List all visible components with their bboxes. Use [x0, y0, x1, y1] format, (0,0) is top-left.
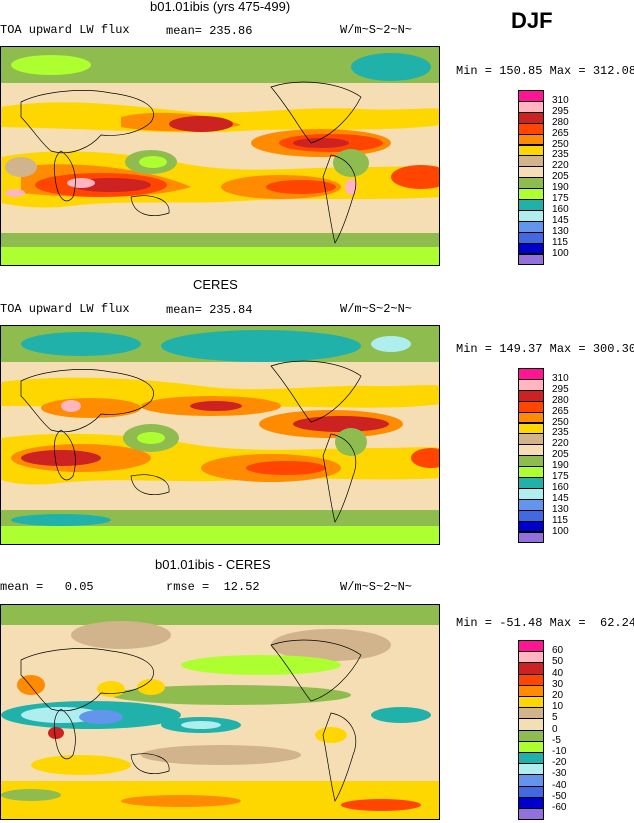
colorbar3-tick-label: -40: [552, 779, 567, 791]
colorbar1-swatch: [518, 253, 544, 266]
colorbar1-tick-label: 280: [552, 116, 569, 128]
panel1-units-label: W/m~S~2~N~: [340, 23, 413, 37]
colorbar3-swatch: [518, 808, 544, 821]
colorbar3-tick-label: 10: [552, 701, 564, 713]
colorbar2-tick-label: 190: [552, 460, 569, 472]
colorbar3-tick-label: -50: [552, 790, 567, 802]
colorbar1-tick-label: 145: [552, 214, 569, 226]
colorbar1-tick-label: 310: [552, 94, 569, 106]
colorbar2-tick-label: 235: [552, 427, 569, 439]
colorbar1-tick-label: 205: [552, 171, 569, 183]
panel2-map: [0, 325, 440, 545]
colorbar2-tick-label: 250: [552, 416, 569, 428]
colorbar1-tick-label: 190: [552, 182, 569, 194]
colorbar1-tick-label: 130: [552, 225, 569, 237]
colorbar1-tick-label: 160: [552, 203, 569, 215]
colorbar1-tick-label: 115: [552, 236, 568, 248]
season-label: DJF: [511, 8, 553, 33]
colorbar3-tick-label: -20: [552, 757, 567, 769]
panel2-units-label: W/m~S~2~N~: [340, 302, 413, 316]
panel3-minmax-label: Min = -51.48 Max = 62.24: [456, 616, 634, 630]
panel2-title: CERES: [193, 277, 238, 292]
panel1-map: [0, 46, 440, 266]
colorbar2-tick-label: 115: [552, 514, 568, 526]
colorbar3-tick-label: 30: [552, 678, 564, 690]
panel3-units-label: W/m~S~2~N~: [340, 580, 413, 594]
panel2-mean-label: mean= 235.84: [166, 303, 253, 317]
panel3-mean-label: mean = 0.05: [0, 580, 94, 594]
panel1-minmax-label: Min = 150.85 Max = 312.08: [456, 64, 634, 78]
colorbar2-tick-label: 295: [552, 383, 569, 395]
panel3-rmse-label: rmse = 12.52: [166, 580, 260, 594]
colorbar2-swatch: [518, 531, 544, 544]
colorbar2-tick-label: 265: [552, 405, 569, 417]
colorbar1-tick-label: 220: [552, 160, 569, 172]
colorbar3-tick-label: 60: [552, 645, 564, 657]
colorbar2-tick-label: 205: [552, 449, 569, 461]
colorbar1-tick-label: 295: [552, 105, 569, 117]
colorbar2-tick-label: 100: [552, 525, 569, 537]
colorbar1-tick-label: 235: [552, 149, 569, 161]
colorbar2-tick-label: 160: [552, 481, 569, 493]
colorbar3-tick-label: 5: [552, 712, 558, 724]
colorbar3-tick-label: -10: [552, 746, 567, 757]
colorbar2-tick-label: 220: [552, 438, 569, 450]
colorbar3-tick-label: -30: [552, 768, 567, 780]
colorbar3-tick-label: -60: [552, 802, 567, 813]
colorbar2-tick-label: 280: [552, 394, 569, 406]
colorbar2-tick-label: 175: [552, 471, 569, 482]
colorbar2-tick-label: 130: [552, 503, 569, 515]
colorbar3-tick-label: 50: [552, 656, 564, 668]
colorbar1-tick-label: 100: [552, 247, 569, 259]
panel1-mean-label: mean= 235.86: [166, 24, 253, 38]
colorbar3-tick-label: 20: [552, 690, 564, 701]
panel1-title: b01.01ibis (yrs 475-499): [150, 0, 291, 14]
panel1-variable-label: TOA upward LW flux: [0, 23, 130, 37]
panel2-minmax-label: Min = 149.37 Max = 300.30: [456, 342, 634, 356]
colorbar2-tick-label: 145: [552, 492, 569, 504]
colorbar2-tick-label: 310: [552, 372, 569, 384]
colorbar1-tick-label: 175: [552, 193, 569, 204]
panel3-title: b01.01ibis - CERES: [155, 557, 271, 572]
colorbar3-tick-label: -5: [552, 734, 561, 746]
colorbar3-tick-label: 40: [552, 667, 564, 679]
colorbar1-tick-label: 265: [552, 127, 569, 139]
colorbar1-tick-label: 250: [552, 138, 569, 150]
colorbar3-tick-label: 0: [552, 723, 558, 735]
panel2-variable-label: TOA upward LW flux: [0, 302, 130, 316]
panel3-map: [0, 604, 440, 820]
